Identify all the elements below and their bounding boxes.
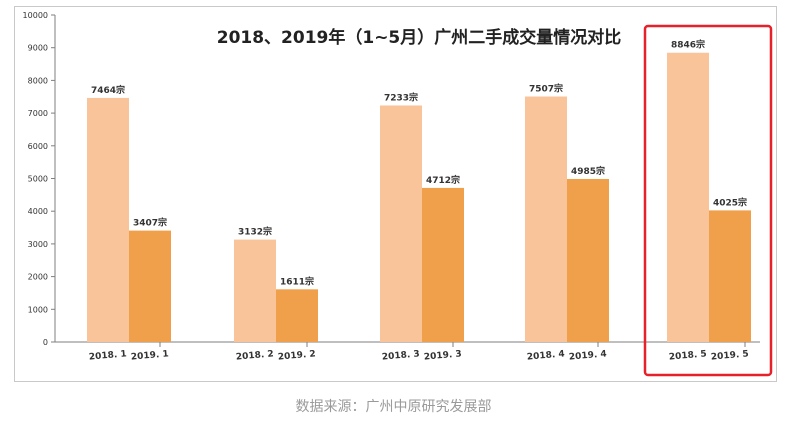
y-tick-label: 2000 [28,273,48,282]
bar-2019-3 [422,187,464,342]
bar-data-label: 4025宗 [713,196,747,208]
bar-2019-1 [129,230,171,342]
y-tick-label: 4000 [28,207,48,216]
x-tick-label: 2018. 3 [382,349,421,362]
bar-2019-5 [709,210,751,342]
bar-2019-4 [567,178,609,342]
x-tick-label: 2019. 5 [711,349,750,362]
highlight-box [643,24,773,377]
x-tick-label: 2019. 4 [569,349,608,362]
x-tick-label: 2018. 1 [89,349,128,362]
source-note: 数据来源：广州中原研究发展部 [295,399,492,415]
bar-2018-5 [667,52,709,342]
y-tick-label: 10000 [23,11,48,20]
bar-chart: 0 1000 2000 3000 4000 5000 6000 7000 8000 9000 100… [23,11,773,377]
x-tick-label: 2019. 1 [131,349,170,362]
y-tick-label: 1000 [28,305,48,314]
y-tick-label: 6000 [28,142,48,151]
bar-data-label: 7233宗 [384,91,418,103]
bar-data-label: 7507宗 [529,83,563,95]
bars: 7464宗 3407宗 3132宗 1611宗 7233宗 4712宗 7507宗 4985宗… [87,39,751,343]
x-tick-label: 2018. 2 [236,349,275,362]
x-tick-label: 2018. 5 [669,349,708,362]
chart-frame: 0 1000 2000 3000 4000 5000 6000 7000 8000 9000 100… [14,6,777,382]
bar-2018-3 [380,105,422,343]
bar-data-label: 7464宗 [91,84,125,96]
y-tick-label: 3000 [28,240,48,249]
bar-2018-4 [525,96,567,342]
y-tick-label: 9000 [28,44,48,53]
bar-data-label: 4712宗 [426,174,460,186]
y-tick-label: 8000 [28,76,48,85]
bar-data-label: 3132宗 [238,226,272,238]
chart-title: 2018、2019年（1~5月）广州二手成交量情况对比 [217,27,622,48]
bar-data-label: 1611宗 [280,275,314,287]
x-tick-label: 2018. 4 [527,349,566,362]
bar-data-label: 3407宗 [133,217,167,229]
y-tick-label: 7000 [28,109,48,118]
x-axis-labels: 2018. 1 2019. 1 2018. 2 2019. 2 2018. 3 2019.… [89,349,750,362]
bar-2018-1 [87,97,129,342]
y-tick-label: 5000 [28,175,48,184]
bar-data-label: 8846宗 [671,39,705,51]
x-tick-label: 2019. 2 [278,349,317,362]
bar-2019-2 [276,289,318,342]
bar-2018-2 [234,239,276,342]
x-tick-label: 2019. 3 [424,349,463,362]
bar-data-label: 4985宗 [571,165,605,177]
y-tick-label: 0 [43,338,48,347]
